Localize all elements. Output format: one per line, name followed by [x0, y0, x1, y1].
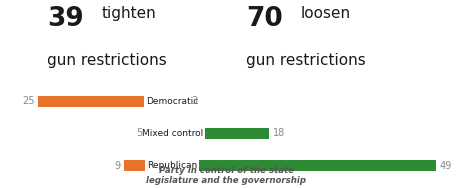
Text: Mixed control: Mixed control	[142, 129, 203, 138]
Text: Party in control of the state
legislature and the governorship: Party in control of the state legislatur…	[146, 166, 306, 185]
Text: 18: 18	[273, 128, 285, 139]
Text: gun restrictions: gun restrictions	[246, 53, 366, 68]
Text: 5: 5	[136, 128, 142, 139]
Text: 25: 25	[22, 96, 35, 106]
Text: Republican: Republican	[147, 161, 198, 170]
Bar	[38, 96, 173, 107]
Bar	[173, 96, 189, 107]
Text: Democratic: Democratic	[146, 97, 199, 106]
Text: 70: 70	[246, 6, 283, 32]
Bar	[146, 128, 173, 139]
Text: tighten: tighten	[102, 6, 157, 21]
Text: 49: 49	[439, 161, 452, 171]
Bar	[173, 128, 269, 139]
Text: loosen: loosen	[301, 6, 351, 21]
Text: gun restrictions: gun restrictions	[47, 53, 167, 68]
Bar	[173, 160, 436, 171]
Text: 3: 3	[192, 96, 198, 106]
Text: 39: 39	[47, 6, 84, 32]
Text: 9: 9	[115, 161, 121, 171]
Bar	[124, 160, 173, 171]
